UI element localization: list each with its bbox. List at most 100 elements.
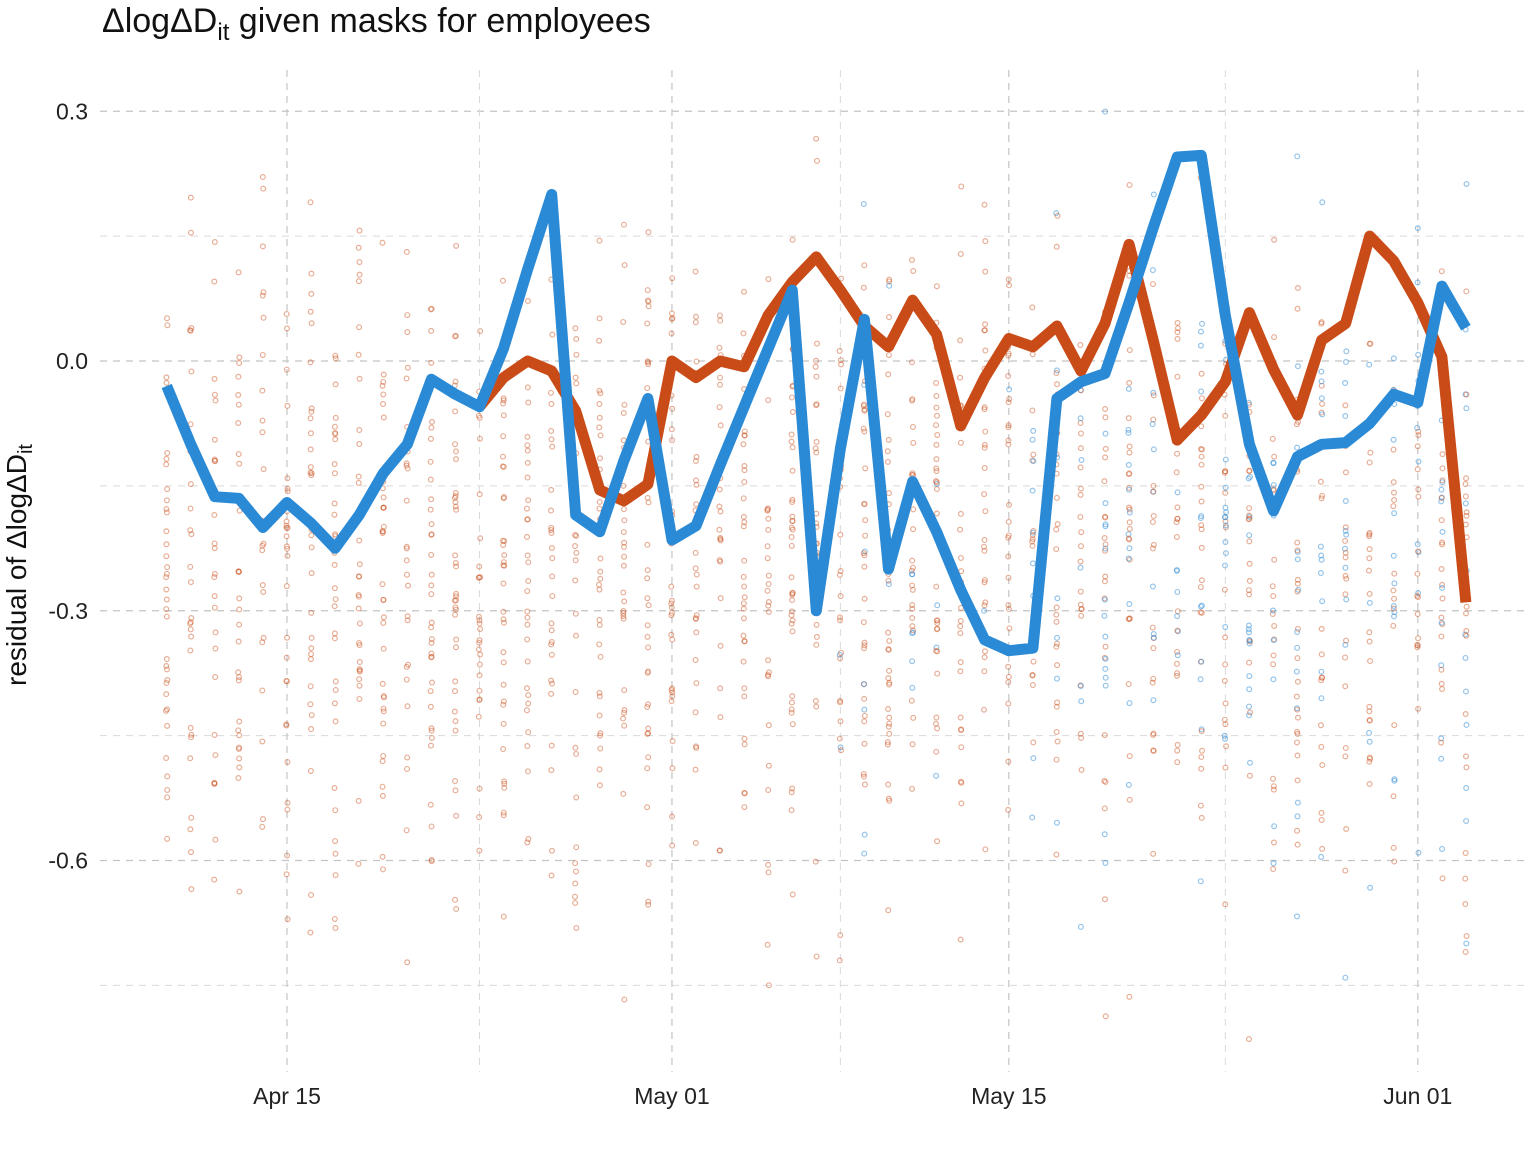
scatter-point (573, 844, 580, 851)
scatter-point (501, 538, 508, 545)
scatter-point (909, 423, 916, 430)
scatter-point (573, 632, 580, 639)
scatter-point (403, 663, 410, 670)
scatter-point (548, 742, 555, 749)
scatter-point (692, 840, 699, 847)
scatter-point (260, 634, 267, 641)
scatter-point (1198, 395, 1205, 402)
scatter-point (788, 542, 795, 549)
scatter-point (307, 767, 314, 774)
scatter-point (1126, 443, 1133, 450)
scatter-point (1294, 655, 1301, 662)
scatter-point (621, 709, 628, 716)
scatter-point (1366, 738, 1373, 745)
scatter-point (1222, 456, 1229, 463)
scatter-point (981, 465, 988, 472)
scatter-point (452, 606, 459, 613)
scatter-point (1462, 521, 1469, 528)
scatter-point (1126, 506, 1133, 513)
scatter-point (1222, 624, 1229, 631)
scatter-point (933, 617, 940, 624)
scatter-point (403, 543, 410, 550)
scatter-point (308, 712, 315, 719)
scatter-point (163, 666, 170, 673)
scatter-point (332, 925, 339, 932)
scatter-point (573, 380, 580, 387)
scatter-point (1294, 777, 1301, 784)
scatter-point (308, 609, 315, 616)
scatter-point (1006, 501, 1013, 508)
scatter-point (957, 659, 964, 666)
scatter-point (1149, 583, 1156, 590)
scatter-point (331, 915, 338, 922)
scatter-point (620, 318, 627, 325)
scatter-point (861, 740, 868, 747)
scatter-point (716, 486, 723, 493)
scatter-point (548, 677, 555, 684)
scatter-point (259, 351, 266, 358)
scatter-point (331, 423, 338, 430)
scatter-point (668, 604, 675, 611)
scatter-point (187, 755, 194, 762)
scatter-point (669, 765, 676, 772)
scatter-point (981, 444, 988, 451)
scatter-point (1053, 618, 1060, 625)
scatter-point (813, 373, 820, 380)
scatter-point (1102, 655, 1109, 662)
scatter-point (837, 385, 844, 392)
scatter-point (958, 800, 965, 807)
scatter-point (789, 597, 796, 604)
scatter-point (452, 378, 459, 385)
scatter-point (645, 898, 652, 905)
scatter-point (548, 507, 555, 514)
scatter-point (1463, 180, 1470, 187)
scatter-point (211, 876, 218, 883)
scatter-point (741, 288, 748, 295)
scatter-point (909, 564, 916, 571)
scatter-point (356, 324, 363, 331)
scatter-point (188, 324, 195, 331)
scatter-point (910, 526, 917, 533)
scatter-point (1439, 595, 1446, 602)
scatter-point (500, 562, 507, 569)
scatter-point (1005, 574, 1012, 581)
scatter-point (1271, 622, 1278, 629)
scatter-point (692, 268, 699, 275)
scatter-point (163, 656, 170, 663)
scatter-point (524, 614, 531, 621)
scatter-point (1126, 181, 1133, 188)
scatter-point (597, 568, 604, 575)
scatter-point (862, 465, 869, 472)
scatter-point (837, 932, 844, 939)
scatter-point (1174, 329, 1181, 336)
scatter-point (1438, 494, 1445, 501)
scatter-point (403, 497, 410, 504)
scatter-point (475, 713, 482, 720)
scatter-point (813, 402, 820, 409)
scatter-point (910, 439, 917, 446)
scatter-point (284, 758, 291, 765)
scatter-point (1462, 710, 1469, 717)
scatter-point (1246, 467, 1253, 474)
scatter-point (356, 642, 363, 649)
scatter-point (356, 682, 363, 689)
scatter-point (1294, 153, 1301, 160)
scatter-point (428, 636, 435, 643)
scatter-point (1342, 974, 1349, 981)
scatter-point (1198, 370, 1205, 377)
scatter-point (1463, 632, 1470, 639)
scatter-point (693, 358, 700, 365)
scatter-point (235, 451, 242, 458)
scatter-point (1126, 993, 1133, 1000)
scatter-point (908, 571, 915, 578)
scatter-point (861, 407, 868, 414)
scatter-point (1414, 642, 1421, 649)
scatter-point (404, 312, 411, 319)
scatter-point (379, 382, 386, 389)
scatter-point (1173, 469, 1180, 476)
scatter-point (1173, 672, 1180, 679)
scatter-point (1247, 709, 1254, 716)
scatter-point (861, 645, 868, 652)
scatter-point (211, 512, 218, 519)
scatter-point (332, 414, 339, 421)
